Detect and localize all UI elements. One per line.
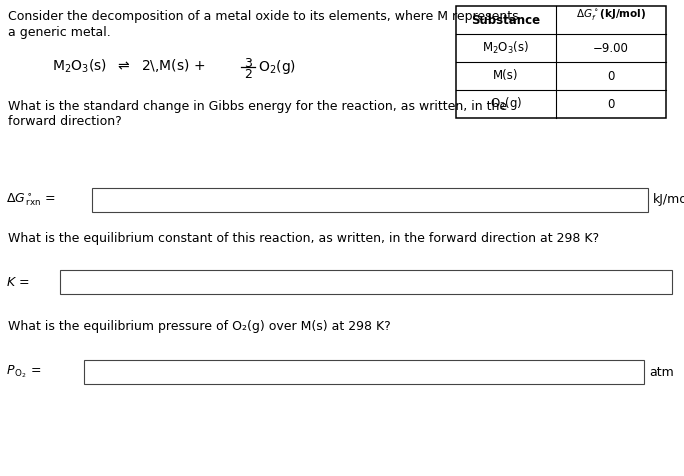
Text: kJ/mol: kJ/mol <box>653 194 684 207</box>
Text: a generic metal.: a generic metal. <box>8 26 111 39</box>
Text: 0: 0 <box>607 98 615 110</box>
Text: Consider the decomposition of a metal oxide to its elements, where M represents: Consider the decomposition of a metal ox… <box>8 10 518 23</box>
Text: $K\,=$: $K\,=$ <box>6 276 30 288</box>
Text: $\Delta G^\circ_{\,\mathrm{rxn}}$ =: $\Delta G^\circ_{\,\mathrm{rxn}}$ = <box>6 192 55 208</box>
Text: M$_2$O$_3$(s): M$_2$O$_3$(s) <box>482 40 529 56</box>
Text: atm: atm <box>649 366 674 378</box>
Text: M$_2$O$_3$(s)  $\rightleftharpoons$  2\,M(s)$\,+\,$: M$_2$O$_3$(s) $\rightleftharpoons$ 2\,M(… <box>52 58 206 75</box>
FancyBboxPatch shape <box>92 188 648 212</box>
Text: What is the equilibrium constant of this reaction, as written, in the forward di: What is the equilibrium constant of this… <box>8 232 599 245</box>
FancyBboxPatch shape <box>456 6 666 118</box>
Text: What is the standard change in Gibbs energy for the reaction, as written, in the: What is the standard change in Gibbs ene… <box>8 100 507 113</box>
Text: What is the equilibrium pressure of O₂(g) over M(s) at 298 K?: What is the equilibrium pressure of O₂(g… <box>8 320 391 333</box>
Text: 3: 3 <box>244 57 252 70</box>
Text: Substance: Substance <box>471 13 540 27</box>
Text: M(s): M(s) <box>493 69 518 82</box>
Text: forward direction?: forward direction? <box>8 115 122 128</box>
Text: $\Delta G^\circ_f$(kJ/mol): $\Delta G^\circ_f$(kJ/mol) <box>576 8 646 22</box>
Text: 0: 0 <box>607 69 615 82</box>
Text: 2: 2 <box>244 68 252 81</box>
Text: O$_2$(g): O$_2$(g) <box>258 58 296 76</box>
Text: −9.00: −9.00 <box>593 41 629 54</box>
FancyBboxPatch shape <box>84 360 644 384</box>
FancyBboxPatch shape <box>60 270 672 294</box>
Text: $P_{\,\mathrm{O_2}}$ =: $P_{\,\mathrm{O_2}}$ = <box>6 364 42 380</box>
Text: O$_2$(g): O$_2$(g) <box>490 96 523 112</box>
